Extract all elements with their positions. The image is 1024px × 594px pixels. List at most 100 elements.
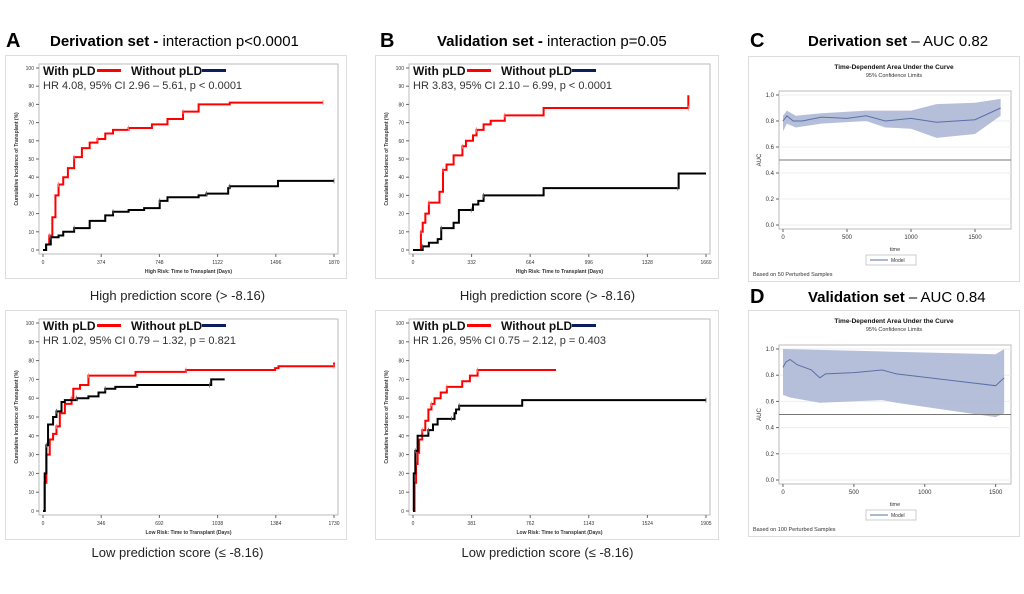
panel-letter-a: A: [6, 30, 21, 52]
y-tick-label: 0.0: [766, 223, 775, 229]
y-axis-label: Cumulative Incidence of Transplant (%): [14, 112, 20, 206]
x-tick-label: 1000: [904, 235, 918, 241]
x-tick-label: 748: [155, 260, 164, 266]
hr-annotation: HR 3.83, 95% CI 2.10 – 6.99, p < 0.0001: [413, 80, 612, 92]
legend-label-model: Model: [891, 258, 905, 264]
title-rest: interaction p=0.05: [542, 33, 667, 50]
legend-swatch-without-pld: [572, 69, 596, 72]
x-tick-label: 0: [781, 490, 785, 496]
x-tick-label: 1870: [328, 260, 339, 266]
x-tick-label: 500: [842, 235, 853, 241]
auc-mean-line: [782, 107, 1001, 123]
y-tick-label: 0: [31, 509, 34, 515]
y-tick-label: 90: [398, 340, 404, 346]
y-tick-label: 70: [28, 121, 34, 127]
y-tick-label: 50: [28, 157, 34, 163]
caption-a-high: High prediction score (> -8.16): [89, 288, 266, 303]
y-tick-label: 100: [26, 66, 35, 72]
km-chart-b-low: 0 10 20 30 40 50 60 70 80 90 100 0 381 762 1143 1524 190…: [375, 310, 719, 540]
y-tick-label: 0.2: [766, 197, 775, 203]
km-line-with-pld: [413, 369, 557, 512]
y-tick-label: 0: [31, 248, 34, 254]
y-tick-label: 0.4: [766, 171, 775, 177]
footnote: Based on 100 Perturbed Samples: [753, 527, 836, 533]
panel-letter-b: B: [380, 30, 395, 52]
auc-chart-d: 0.0 0.2 0.4 0.6 0.8 1.0 0 500 1000 1500 time AUC Tim…: [748, 310, 1020, 537]
caption-b-low: Low prediction score (≤ -8.16): [461, 545, 634, 560]
y-tick-label: 70: [28, 377, 34, 383]
y-tick-label: 10: [398, 230, 404, 236]
panel-letter-c: C: [750, 30, 765, 52]
y-tick-label: 80: [28, 102, 34, 108]
panel-letter-d: D: [750, 286, 765, 308]
legend-box: [865, 509, 917, 521]
y-tick-label: 80: [398, 359, 404, 365]
auc-subtitle: 95% Confidence Limits: [866, 73, 923, 79]
legend-with-pld: With pLD: [413, 64, 466, 78]
legend-without-pld: Without pLD: [501, 64, 573, 78]
x-axis-label: High Risk: Time to Transplant (Days): [516, 269, 603, 275]
auc-title: Time-Dependent Area Under the Curve: [834, 318, 954, 325]
y-tick-label: 30: [398, 193, 404, 199]
legend-box: [865, 254, 917, 266]
caption-a-low: Low prediction score (≤ -8.16): [91, 545, 264, 560]
y-tick-label: 90: [398, 84, 404, 90]
auc-subtitle: 95% Confidence Limits: [866, 327, 923, 333]
km-line-without-pld: [413, 172, 706, 251]
km-line-with-pld: [413, 95, 690, 251]
y-axis-label: Cumulative Incidence of Transplant (%): [14, 370, 20, 464]
y-tick-label: 20: [398, 471, 404, 477]
km-line-without-pld: [43, 179, 334, 251]
y-tick-label: 10: [28, 230, 34, 236]
x-axis-label: Low Risk: Time to Transplant (Days): [145, 530, 231, 536]
x-tick-label: 0: [412, 521, 415, 527]
km-chart-a-high: 0 10 20 30 40 50 60 70 80 90 100 0 374 748 1122 1496 187…: [5, 55, 347, 279]
y-tick-label: 60: [28, 139, 34, 145]
y-tick-label: 20: [28, 471, 34, 477]
y-tick-label: 40: [398, 175, 404, 181]
y-tick-label: 0.6: [766, 399, 775, 405]
y-tick-label: 50: [398, 157, 404, 163]
y-tick-label: 0.4: [766, 426, 775, 432]
y-tick-label: 0.8: [766, 373, 775, 379]
x-tick-label: 0: [412, 260, 415, 266]
km-line-without-pld: [412, 399, 706, 512]
y-tick-label: 80: [398, 102, 404, 108]
km-chart-b-high: 0 10 20 30 40 50 60 70 80 90 100 0 332 664 996 1328 1660…: [375, 55, 719, 279]
x-tick-label: 1122: [212, 260, 223, 266]
y-axis-label: AUC: [757, 153, 763, 166]
x-tick-label: 996: [585, 260, 594, 266]
y-tick-label: 30: [398, 453, 404, 459]
y-axis-label: AUC: [757, 408, 763, 421]
x-axis-label: High Risk: Time to Transplant (Days): [145, 269, 232, 275]
km-line-without-pld: [43, 378, 225, 512]
title-rest: interaction p<0.0001: [158, 33, 299, 50]
x-tick-label: 762: [526, 521, 535, 527]
legend-swatch-without-pld: [202, 69, 226, 72]
y-tick-label: 90: [28, 84, 34, 90]
legend-swatch-with-pld: [97, 69, 121, 72]
title-bold: Derivation set -: [50, 33, 159, 50]
y-tick-label: 40: [398, 434, 404, 440]
y-tick-label: 10: [398, 490, 404, 496]
x-tick-label: 664: [526, 260, 535, 266]
legend-without-pld: Without pLD: [501, 319, 573, 333]
y-tick-label: 60: [398, 139, 404, 145]
x-tick-label: 1328: [642, 260, 653, 266]
x-tick-label: 1660: [700, 260, 711, 266]
hr-annotation: HR 4.08, 95% CI 2.96 – 5.61, p < 0.0001: [43, 80, 242, 92]
x-tick-label: 1500: [989, 490, 1003, 496]
y-tick-label: 20: [398, 212, 404, 218]
legend-label-model: Model: [891, 513, 905, 519]
y-tick-label: 90: [28, 340, 34, 346]
y-tick-label: 100: [396, 321, 405, 327]
plot-frame: [38, 63, 339, 255]
y-tick-label: 0.6: [766, 145, 775, 151]
y-tick-label: 60: [398, 396, 404, 402]
x-tick-label: 1524: [642, 521, 653, 527]
legend-swatch-without-pld: [572, 324, 596, 327]
km-line-with-pld: [43, 362, 335, 512]
y-tick-label: 0.2: [766, 452, 775, 458]
y-tick-label: 60: [28, 396, 34, 402]
y-tick-label: 10: [28, 490, 34, 496]
